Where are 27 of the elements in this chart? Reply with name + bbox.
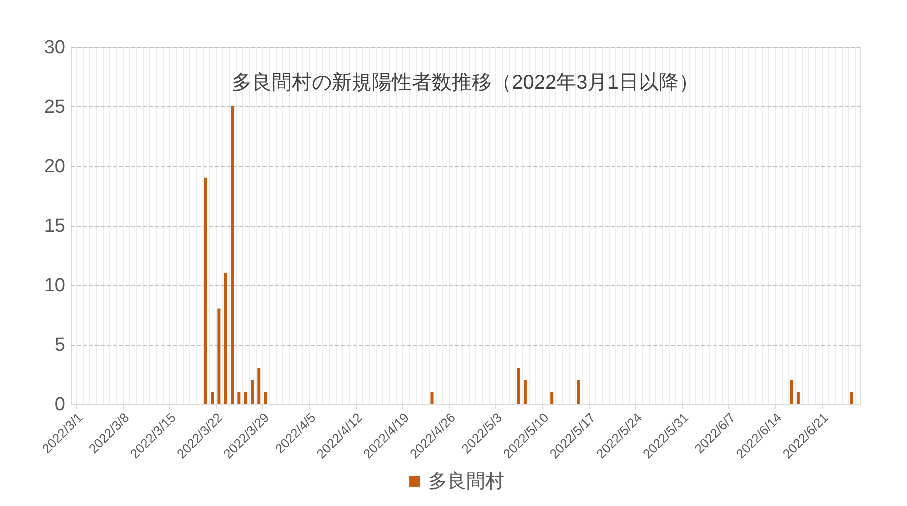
bar bbox=[524, 380, 527, 404]
y-tick-label: 5 bbox=[54, 335, 66, 356]
y-tick-label: 0 bbox=[54, 394, 66, 416]
bar bbox=[231, 106, 234, 404]
bar bbox=[517, 368, 520, 404]
bar bbox=[244, 392, 248, 404]
bar bbox=[258, 368, 261, 404]
y-tick-label: 15 bbox=[44, 216, 66, 237]
y-tick-label: 10 bbox=[44, 276, 66, 296]
bar bbox=[218, 308, 221, 404]
bar bbox=[238, 392, 241, 404]
bar bbox=[850, 392, 854, 404]
legend-label: 多良間村 bbox=[428, 470, 504, 492]
bar bbox=[577, 380, 580, 404]
bar bbox=[430, 392, 434, 404]
bar bbox=[796, 392, 800, 404]
bar bbox=[790, 380, 794, 404]
bar bbox=[224, 273, 228, 404]
y-tick-label: 20 bbox=[44, 156, 66, 178]
bar bbox=[204, 178, 208, 404]
text: 多良間村の新規陽性者数推移（2022年3月1日以降） bbox=[232, 72, 699, 94]
bar bbox=[211, 392, 214, 404]
bar bbox=[264, 392, 268, 404]
y-tick-label: 30 bbox=[44, 38, 66, 58]
bar bbox=[550, 392, 554, 404]
bar bbox=[250, 380, 254, 404]
y-tick-label: 25 bbox=[44, 97, 66, 118]
